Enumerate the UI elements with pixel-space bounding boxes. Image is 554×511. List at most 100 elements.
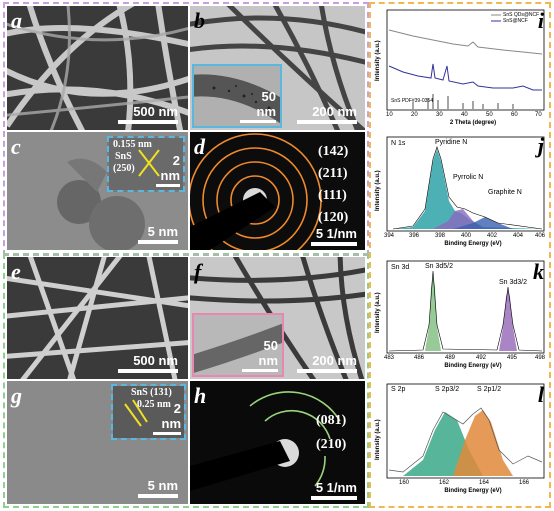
- inset-g-scalebar: 2 nm: [153, 401, 181, 435]
- peak-s-1-2: S 2p1/2: [477, 386, 502, 393]
- plot-label-k: k: [533, 259, 544, 284]
- inset-g-image: [113, 386, 184, 438]
- inset-g: SnS (131) 0.25 nm 2 nm: [111, 384, 186, 440]
- scalebar-d-text: 5 1/nm: [315, 226, 357, 241]
- panel-b: b 50 nm 200 nm: [190, 6, 365, 130]
- scalebar-b-text: 200 nm: [312, 104, 357, 119]
- panel-e: e 500 nm: [7, 257, 188, 379]
- peak-pyrrolic: Pyrrolic N: [453, 174, 484, 181]
- xtick-j-5: 404: [513, 233, 524, 239]
- legend-qds: SnS QDs@NCF: [503, 12, 540, 18]
- xtick-k-2: 489: [445, 355, 456, 361]
- panel-h: h (081) (210) 5 1/nm: [190, 381, 365, 504]
- xlabel-j: Binding Energy (eV): [444, 241, 502, 247]
- xtick-k-4: 495: [507, 355, 518, 361]
- xtick-i-4: 50: [486, 112, 493, 118]
- inset-f-scalebar-text: 50 nm: [258, 338, 279, 368]
- panel-g: g SnS (131) 0.25 nm 2 nm 5 nm: [7, 381, 188, 504]
- peak-sn-5-2: Sn 3d5/2: [425, 263, 454, 270]
- plot-l: l S 2p S 2p3/2 S 2p1/2 160 162 164 166 B…: [373, 380, 548, 504]
- nanofiber-image-a: [7, 6, 188, 130]
- scalebar-d: 5 1/nm: [311, 226, 357, 246]
- inset-g-phase: SnS (131): [131, 387, 172, 398]
- panel-d: d (142) (211) (111) (120) 5 1/nm: [190, 132, 365, 250]
- ylabel-l: Intensity (a.u.): [375, 419, 381, 460]
- xtick-j-3: 400: [461, 233, 472, 239]
- xtick-j-0: 394: [384, 233, 395, 239]
- inset-c: 0.155 nm SnS (250) 2 nm: [107, 136, 185, 192]
- scalebar-a-text: 500 nm: [133, 104, 178, 119]
- xlabel-i: 2 Theta (degree): [449, 120, 497, 126]
- inset-f-scalebar: 50 nm: [242, 338, 278, 372]
- inset-c-scalebar: 2 nm: [156, 153, 180, 187]
- scalebar-e-text: 500 nm: [133, 353, 178, 368]
- peak-graphite: Graphite N: [488, 189, 522, 196]
- panel-label-h: h: [194, 383, 207, 408]
- inset-b-scalebar-text: 50 nm: [256, 89, 277, 119]
- xtick-k-5: 498: [535, 355, 546, 361]
- scalebar-g: 5 nm: [138, 478, 178, 498]
- xtick-l-3: 166: [519, 480, 530, 486]
- ylabel-i: Intensity (a.u.): [375, 40, 381, 81]
- xps-sn3d-chart: [386, 260, 545, 354]
- xtick-j-6: 406: [535, 233, 546, 239]
- ring-label-3: (111): [318, 188, 347, 203]
- plot-label-l: l: [537, 382, 544, 407]
- title-l: S 2p: [391, 386, 406, 393]
- xlabel-k: Binding Energy (eV): [444, 363, 502, 369]
- inset-c-image: [109, 138, 183, 190]
- frame-bottom-left: [3, 253, 369, 508]
- inset-c-phase: SnS: [115, 151, 132, 162]
- xrd-chart: [386, 9, 545, 111]
- title-k: Sn 3d: [391, 264, 410, 271]
- panel-label-e: e: [11, 259, 21, 284]
- frame-top-left: [3, 2, 369, 256]
- xps-n1s-chart: [386, 136, 545, 232]
- xtick-i-1: 20: [411, 112, 418, 118]
- scalebar-e: 500 nm: [118, 353, 178, 373]
- inset-c-scalebar-text: 2 nm: [160, 153, 181, 183]
- scalebar-f-text: 200 nm: [312, 353, 357, 368]
- scalebar-h: 5 1/nm: [311, 480, 357, 500]
- xtick-i-6: 70: [535, 112, 542, 118]
- scalebar-c: 5 nm: [138, 224, 178, 244]
- legend-sns: SnS@NCF: [503, 18, 528, 24]
- panel-label-d: d: [194, 134, 205, 159]
- plot-j: j N 1s Pyridine N Pyrrolic N Graphite N …: [373, 131, 548, 255]
- scalebar-a: 500 nm: [118, 104, 178, 124]
- inset-g-scalebar-text: 2 nm: [161, 401, 182, 431]
- xtick-k-3: 492: [476, 355, 487, 361]
- peak-pyridine: Pyridine N: [435, 139, 468, 146]
- ref-pdf: SnS PDF#39-0354: [391, 98, 433, 104]
- scalebar-g-text: 5 nm: [147, 478, 178, 493]
- xps-s2p-chart: [386, 383, 545, 479]
- title-j: N 1s: [391, 140, 406, 147]
- scalebar-f: 200 nm: [297, 353, 357, 373]
- xtick-i-2: 30: [436, 112, 443, 118]
- saed-pattern-d: [190, 132, 365, 250]
- plot-label-j: j: [537, 133, 544, 158]
- xtick-i-0: 10: [386, 112, 393, 118]
- plot-i: i SnS QDs@NCF SnS@NCF SnS PDF#39-0354 10…: [373, 6, 548, 128]
- xtick-l-2: 164: [479, 480, 490, 486]
- ylabel-k: Intensity (a.u.): [375, 292, 381, 333]
- xtick-j-4: 402: [487, 233, 498, 239]
- xtick-l-1: 162: [439, 480, 450, 486]
- ring-label-2: (211): [318, 166, 348, 181]
- xtick-i-3: 40: [461, 112, 468, 118]
- nanofiber-image-e: [7, 257, 188, 379]
- ring-label-h1: (081): [316, 413, 347, 428]
- inset-f: 50 nm: [192, 313, 284, 377]
- panel-label-f: f: [194, 259, 202, 284]
- scalebar-b: 200 nm: [297, 104, 357, 124]
- inset-f-image: [194, 315, 282, 375]
- plot-k: k Sn 3d Sn 3d5/2 Sn 3d3/2 483 486 489 49…: [373, 257, 548, 377]
- xtick-k-0: 483: [384, 355, 395, 361]
- peak-s-3-2: S 2p3/2: [435, 386, 460, 393]
- scalebar-c-text: 5 nm: [147, 224, 178, 239]
- xtick-j-1: 396: [409, 233, 420, 239]
- inset-b-image: [194, 66, 280, 126]
- inset-g-spacing: 0.25 nm: [137, 399, 171, 410]
- peak-sn-3-2: Sn 3d3/2: [499, 279, 528, 286]
- panel-label-c: c: [11, 134, 21, 159]
